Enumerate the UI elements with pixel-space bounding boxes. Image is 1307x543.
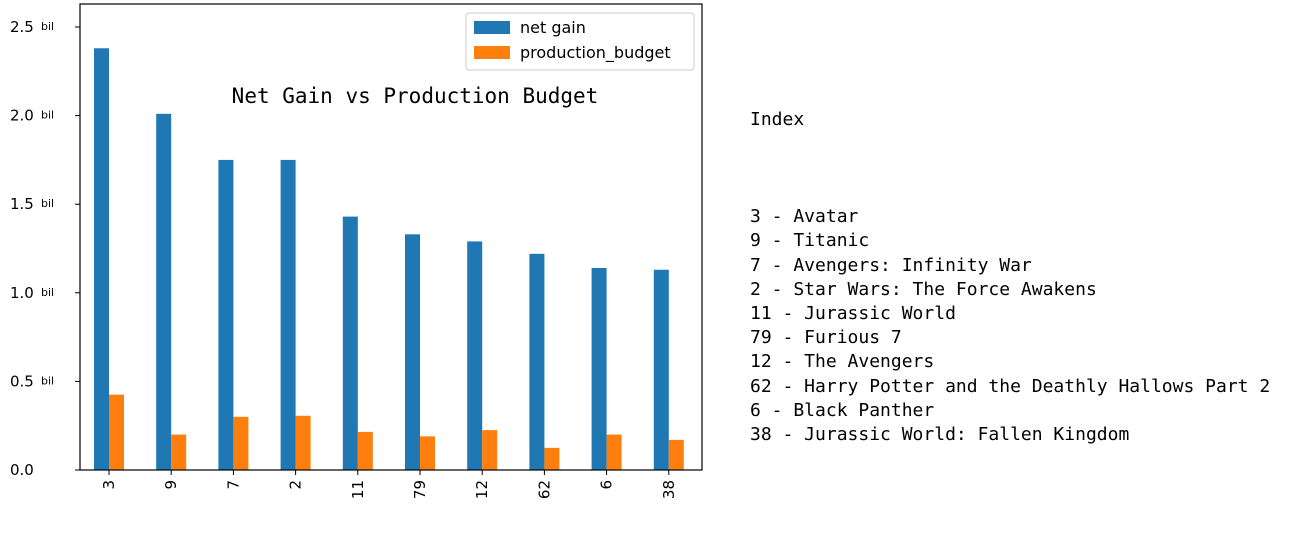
bars-layer	[94, 48, 684, 470]
index-item: 6 - Black Panther	[750, 399, 935, 421]
index-list: 3 - Avatar 9 - Titanic 7 - Avengers: Infin…	[750, 205, 1270, 447]
bar-net-gain-62	[529, 253, 545, 470]
bar-production-budget-79	[420, 436, 435, 470]
bar-chart: 0.0 0.5 bil 1.0 bil 1.5 bil 2.0 bil 2.5 bil 3 9 7 2 11…	[10, 3, 703, 499]
bar-production-budget-3	[109, 394, 124, 470]
legend-label-net-gain: net gain	[520, 18, 586, 37]
y-tick-label: 1.0	[10, 284, 34, 302]
y-tick-unit: bil	[41, 286, 54, 299]
bar-production-budget-6	[606, 434, 622, 470]
chart-title: Net Gain vs Production Budget	[232, 84, 599, 108]
index-item: 7 - Avengers: Infinity War	[750, 254, 1032, 276]
y-tick-unit: bil	[41, 374, 54, 387]
x-tick-label: 6	[598, 480, 616, 490]
bar-production-budget-62	[544, 447, 560, 470]
x-tick-label: 9	[162, 480, 180, 490]
index-item: 79 - Furious 7	[750, 327, 902, 349]
x-tick-label: 11	[349, 480, 367, 499]
legend-box	[465, 12, 695, 71]
bar-production-budget-7	[233, 416, 249, 470]
bar-production-budget-12	[482, 430, 498, 470]
bar-net-gain-11	[342, 216, 358, 470]
bar-net-gain-9	[156, 113, 172, 470]
legend-label-production-budget: production_budget	[520, 43, 671, 63]
bar-production-budget-9	[171, 434, 187, 470]
x-tick-label: 79	[411, 480, 429, 499]
bar-net-gain-79	[405, 234, 420, 470]
x-tick-label: 38	[660, 480, 678, 499]
index-item: 2 - Star Wars: The Force Awakens	[750, 278, 1097, 300]
y-tick-label: 2.0	[10, 107, 34, 125]
bar-production-budget-2	[295, 415, 311, 470]
x-tick-label: 12	[473, 480, 491, 499]
bar-net-gain-38	[653, 269, 669, 470]
x-axis: 3 9 7 2 11 79 12 62 6 38	[100, 470, 678, 499]
legend-swatch-net-gain	[474, 21, 510, 34]
index-item: 9 - Titanic	[750, 230, 870, 252]
x-tick-label: 7	[224, 480, 242, 490]
bar-net-gain-3	[94, 48, 109, 470]
index-item: 38 - Jurassic World: Fallen Kingdom	[750, 424, 1130, 446]
bar-production-budget-38	[668, 439, 684, 470]
y-tick-label: 0.5	[10, 372, 34, 390]
y-axis: 0.0 0.5 bil 1.0 bil 1.5 bil 2.0 bil 2.5 bil	[10, 18, 80, 479]
y-tick-label: 1.5	[10, 195, 34, 213]
index-panel: Index 3 - Avatar 9 - Titanic 7 - Avengers:…	[750, 60, 1270, 471]
index-item: 3 - Avatar	[750, 206, 859, 228]
bar-net-gain-2	[280, 159, 296, 470]
bar-net-gain-12	[467, 241, 483, 470]
bar-net-gain-7	[218, 159, 234, 470]
y-tick-label: 2.5	[10, 18, 34, 36]
y-tick-unit: bil	[41, 109, 54, 122]
index-item: 62 - Harry Potter and the Deathly Hallow…	[750, 375, 1271, 397]
bar-net-gain-6	[591, 267, 607, 470]
y-tick-unit: bil	[41, 20, 54, 33]
y-tick-label: 0.0	[10, 461, 34, 479]
index-title: Index	[750, 109, 805, 131]
legend: net gain production_budget	[465, 12, 695, 71]
index-item: 11 - Jurassic World	[750, 303, 956, 325]
plot-frame	[79, 3, 703, 471]
bar-production-budget-11	[357, 431, 373, 470]
y-tick-unit: bil	[41, 197, 54, 210]
x-tick-label: 62	[535, 480, 553, 499]
x-tick-label: 2	[287, 480, 305, 490]
legend-swatch-production-budget	[474, 46, 510, 59]
x-tick-label: 3	[100, 480, 118, 490]
index-item: 12 - The Avengers	[750, 351, 935, 373]
